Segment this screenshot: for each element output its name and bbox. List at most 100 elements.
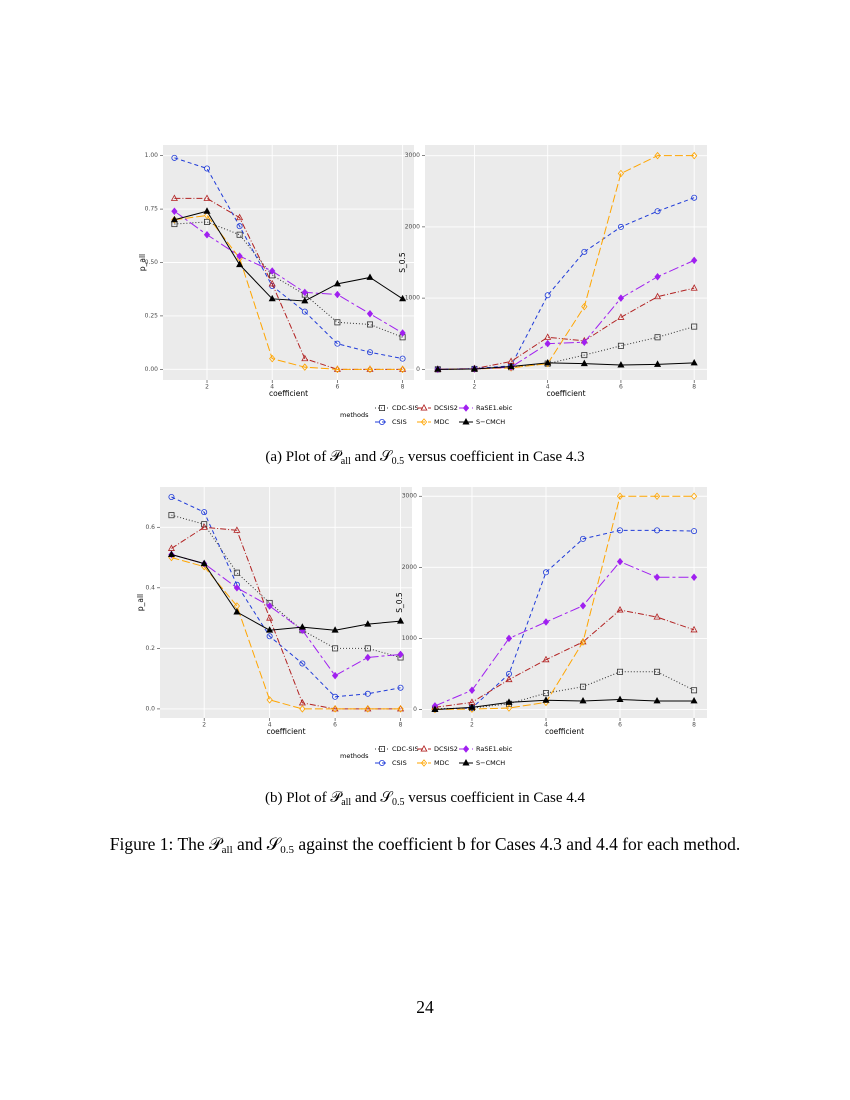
x-tick-label: 6: [335, 384, 339, 391]
marker: [581, 338, 588, 347]
caption-math: 𝒫: [330, 449, 343, 465]
marker: [331, 705, 339, 713]
caption-sub: 0.5: [392, 797, 405, 808]
y-tick-label: 0.2: [145, 645, 155, 652]
caption-math: 𝒮: [380, 790, 393, 806]
series-line: [434, 561, 695, 707]
y-tick-label: 0.25: [145, 312, 159, 319]
legend-label: CDC-SIS: [392, 745, 419, 753]
marker: [331, 704, 339, 712]
marker: [544, 358, 552, 366]
x-tick-label: 8: [401, 384, 405, 391]
marker: [397, 704, 405, 712]
legend-label: RaSE1.ebic: [476, 404, 513, 412]
marker: [204, 165, 211, 172]
marker: [236, 260, 244, 268]
marker: [470, 365, 478, 372]
series-line: [174, 210, 403, 334]
marker: [617, 527, 624, 534]
marker: [654, 668, 661, 675]
x-tick-label: 8: [692, 722, 696, 729]
caption-text: Figure 1: The: [110, 834, 209, 854]
page-number: 24: [416, 997, 434, 1017]
marker: [690, 358, 698, 366]
y-axis-title: p_all: [138, 254, 147, 271]
marker: [580, 535, 587, 542]
marker: [654, 208, 661, 215]
marker: [542, 618, 550, 626]
marker: [334, 319, 341, 326]
marker: [616, 695, 624, 702]
legend-marker: [420, 759, 428, 767]
marker: [617, 361, 625, 368]
marker: [233, 526, 241, 533]
marker: [171, 207, 178, 215]
marker: [364, 620, 372, 627]
marker: [301, 297, 309, 304]
y-axis-title: S_0.5: [398, 252, 407, 273]
marker: [397, 705, 404, 713]
marker: [468, 686, 476, 695]
marker: [691, 151, 698, 160]
y-axis-title: p_all: [136, 594, 145, 611]
legend-label: DCSIS2: [434, 404, 458, 412]
series-line: [171, 554, 401, 631]
marker: [233, 584, 241, 592]
y-tick-label: 2000: [402, 564, 417, 571]
marker: [542, 569, 549, 576]
caption-sub: 0.5: [280, 844, 294, 856]
marker: [171, 154, 178, 161]
marker: [544, 333, 552, 340]
legend-marker: [420, 418, 428, 426]
series-line: [174, 210, 403, 302]
caption-text: and: [233, 834, 267, 854]
marker: [505, 675, 513, 683]
x-tick-label: 2: [473, 384, 477, 391]
series-line: [434, 609, 695, 708]
marker: [616, 606, 624, 613]
y-tick-label: 3000: [402, 493, 417, 500]
marker: [542, 690, 549, 697]
marker: [431, 705, 439, 714]
x-tick-label: 2: [205, 384, 209, 391]
y-tick-label: 1000: [405, 295, 420, 302]
marker: [399, 365, 406, 374]
marker: [364, 704, 372, 712]
y-axis-title: S_0.5: [395, 592, 404, 613]
marker: [364, 690, 371, 697]
marker: [331, 626, 339, 633]
marker: [203, 194, 211, 201]
caption-text: versus coefficient in Case 4.4: [405, 790, 586, 806]
marker: [301, 288, 308, 297]
series-line: [434, 495, 695, 710]
marker: [366, 273, 374, 280]
marker: [579, 601, 587, 610]
marker: [236, 223, 243, 230]
y-tick-label: 0.0: [145, 705, 155, 712]
y-tick-label: 0: [413, 706, 417, 713]
marker: [269, 267, 276, 275]
legend-label: CSIS: [392, 759, 407, 767]
legend-title: methods: [340, 752, 369, 760]
marker: [397, 650, 404, 659]
marker: [654, 292, 662, 300]
marker: [269, 354, 276, 363]
marker: [690, 625, 698, 633]
caption-math: 𝒮: [267, 834, 283, 854]
y-tick-label: 0.4: [145, 584, 155, 591]
legend-label: S−CMCH: [476, 418, 505, 426]
marker: [468, 703, 476, 710]
legend-label: DCSIS2: [434, 745, 458, 753]
marker: [690, 573, 698, 582]
marker: [364, 645, 371, 652]
marker: [301, 363, 308, 371]
marker: [334, 290, 341, 299]
marker: [266, 696, 273, 704]
marker: [332, 693, 339, 700]
marker: [653, 613, 661, 620]
legend-marker: [378, 746, 385, 753]
series-line: [174, 221, 403, 338]
marker: [168, 493, 175, 500]
marker: [544, 292, 551, 299]
